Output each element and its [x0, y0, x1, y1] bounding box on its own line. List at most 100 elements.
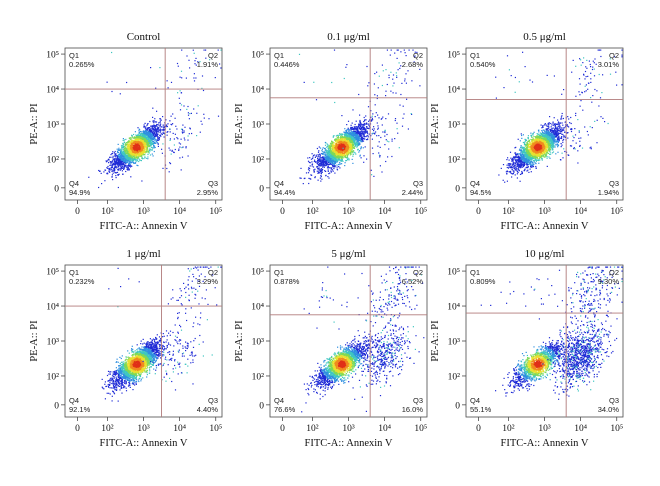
- data-point: [356, 144, 359, 146]
- data-point: [166, 167, 168, 170]
- data-point: [355, 134, 357, 136]
- data-point: [351, 151, 353, 154]
- data-point: [357, 133, 359, 135]
- data-point: [143, 138, 145, 140]
- data-point: [131, 144, 134, 147]
- data-point: [134, 139, 136, 141]
- data-point: [320, 175, 322, 177]
- data-point: [122, 163, 124, 165]
- data-point: [350, 129, 352, 131]
- data-point: [324, 154, 327, 156]
- data-point: [328, 149, 330, 151]
- data-point: [371, 117, 373, 119]
- data-point: [165, 124, 167, 126]
- data-point: [140, 148, 142, 150]
- data-point: [361, 141, 363, 143]
- data-point: [121, 167, 124, 169]
- data-point: [150, 144, 152, 147]
- data-point: [154, 118, 156, 120]
- data-point: [197, 61, 199, 63]
- data-point: [195, 77, 197, 79]
- data-point: [120, 162, 122, 164]
- data-point: [326, 163, 328, 165]
- data-point: [321, 148, 323, 150]
- data-point: [354, 137, 356, 139]
- data-point: [155, 131, 157, 133]
- data-point: [362, 132, 364, 134]
- data-point: [136, 143, 138, 145]
- data-point: [136, 156, 138, 158]
- data-point: [136, 155, 138, 157]
- data-point: [146, 134, 148, 136]
- data-point: [135, 147, 137, 149]
- data-point: [310, 178, 312, 180]
- data-point: [140, 152, 143, 154]
- data-point: [127, 155, 129, 157]
- data-point: [172, 132, 174, 134]
- y-tick-label: 10⁴: [46, 86, 60, 96]
- data-point: [324, 164, 326, 166]
- data-point: [149, 140, 151, 142]
- data-point: [133, 155, 135, 157]
- data-point: [113, 152, 115, 154]
- data-point: [152, 138, 155, 141]
- data-point: [178, 97, 180, 99]
- data-point: [305, 172, 308, 174]
- data-point: [124, 146, 126, 148]
- data-point: [360, 146, 362, 148]
- data-point: [355, 126, 357, 128]
- data-point: [140, 140, 142, 142]
- data-point: [131, 161, 133, 163]
- data-point: [155, 131, 157, 133]
- data-point: [134, 158, 136, 160]
- data-point: [143, 141, 145, 144]
- data-point: [146, 143, 148, 145]
- data-point: [337, 153, 339, 155]
- data-point: [352, 142, 354, 144]
- x-tick-label: 0: [75, 207, 80, 217]
- data-point: [145, 133, 147, 135]
- data-point: [310, 158, 312, 160]
- data-point: [144, 154, 146, 156]
- data-point: [337, 154, 339, 156]
- data-point: [129, 141, 131, 143]
- data-point: [122, 153, 124, 155]
- data-point: [129, 145, 131, 147]
- data-point: [374, 132, 376, 135]
- data-point: [327, 164, 329, 166]
- data-point: [362, 123, 364, 125]
- data-point: [309, 162, 311, 164]
- data-point: [348, 144, 350, 146]
- data-point: [146, 145, 148, 148]
- data-point: [145, 143, 147, 145]
- y-axis-label: PE-A:: PI: [29, 103, 40, 145]
- data-point: [109, 169, 111, 171]
- data-point: [109, 156, 111, 158]
- data-point: [116, 150, 119, 153]
- data-point: [359, 119, 361, 122]
- data-point: [125, 152, 127, 154]
- data-point: [142, 135, 144, 137]
- data-point: [148, 145, 151, 147]
- data-point: [328, 153, 331, 156]
- data-point: [156, 133, 158, 135]
- data-point: [120, 155, 122, 157]
- data-point: [108, 168, 110, 170]
- x-tick-label: 10⁵: [209, 207, 222, 217]
- data-point: [147, 146, 149, 148]
- data-point: [361, 126, 363, 128]
- data-point: [147, 131, 149, 134]
- data-point: [135, 143, 137, 145]
- data-point: [122, 139, 124, 141]
- data-point: [361, 125, 363, 127]
- data-point: [140, 140, 142, 142]
- data-point: [124, 149, 126, 151]
- data-point: [335, 160, 337, 162]
- data-point: [350, 127, 352, 129]
- data-point: [329, 172, 331, 174]
- data-point: [128, 137, 130, 139]
- data-point: [187, 135, 189, 137]
- x-tick-label: 10⁴: [173, 207, 187, 217]
- data-point: [115, 166, 117, 168]
- data-point: [126, 81, 128, 84]
